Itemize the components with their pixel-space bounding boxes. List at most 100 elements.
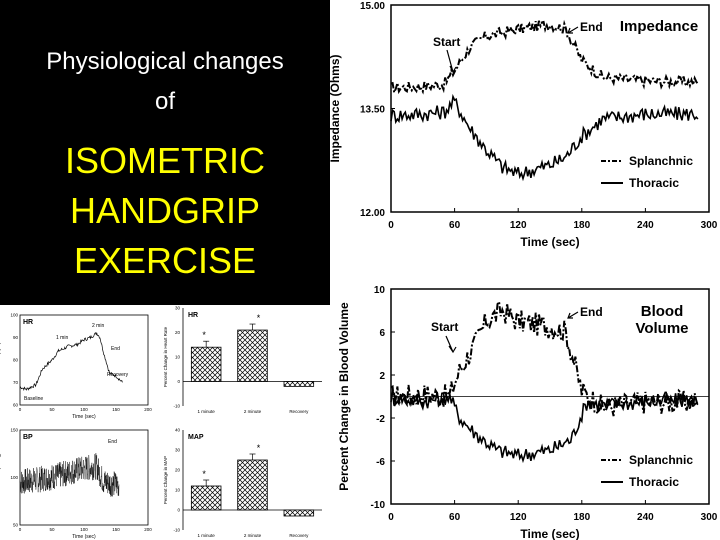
significance-marker: * xyxy=(257,443,261,453)
small-x-tick-label: 50 xyxy=(49,527,55,532)
small-annotation: Recovery xyxy=(107,372,129,378)
x-tick-label: 300 xyxy=(701,512,718,523)
small-chart-title: BP xyxy=(23,434,33,441)
annotation-end: End xyxy=(580,305,603,319)
bar-category-label: 2 minute xyxy=(244,533,262,538)
small-x-tick-label: 100 xyxy=(80,407,88,412)
small-x-tick-label: 0 xyxy=(19,527,22,532)
small-x-tick-label: 200 xyxy=(144,527,152,532)
small-x-tick-label: 0 xyxy=(19,407,22,412)
bar xyxy=(283,509,315,517)
small-x-tick-label: 150 xyxy=(112,407,120,412)
bar-y-tick-label: 0 xyxy=(177,379,180,384)
bar xyxy=(190,346,222,382)
slide-title-line-1: Physiological changes xyxy=(46,48,284,75)
bar-y-tick-label: 20 xyxy=(175,468,181,473)
x-tick-label: 0 xyxy=(388,512,394,523)
bar-y-tick-label: -10 xyxy=(173,528,180,533)
small-y-tick-label: 90 xyxy=(13,335,19,340)
small-series-line xyxy=(19,453,120,497)
bar xyxy=(237,329,268,382)
x-tick-label: 0 xyxy=(388,220,394,231)
small-annotation: Baseline xyxy=(24,396,43,402)
x-axis-label: Time (sec) xyxy=(520,527,579,540)
heart-rate-chart: 0 50 100 150 200 100 90 80 70 60 Time (sec) Heart R… xyxy=(0,313,152,421)
small-x-tick-label: 200 xyxy=(144,407,152,412)
significance-marker: * xyxy=(202,330,206,340)
blood-volume-chart: 0 60 120 180 240 300 10 6 2 -2 -6 -10 Time (sec) Perc… xyxy=(337,285,718,540)
legend-label: Thoracic xyxy=(629,176,679,190)
bar-y-tick-label: 30 xyxy=(175,448,181,453)
x-tick-label: 120 xyxy=(510,220,527,231)
x-tick-label: 60 xyxy=(449,220,461,231)
small-y-axis-label: Blood Pressure (mmHg) xyxy=(0,453,1,502)
heart-rate-bar-chart: 30 20 10 0 -10 Percent Change in Heart Rate HR… xyxy=(163,306,322,414)
x-tick-label: 240 xyxy=(637,220,654,231)
map-bar-chart: 40 30 20 10 0 -10 Percent Change in MAP MAP 1 mi… xyxy=(163,428,322,538)
annotation-start: Start xyxy=(433,35,460,49)
small-annotation: 1 min xyxy=(56,335,68,341)
chart-title-line: Blood xyxy=(641,303,684,320)
small-y-tick-label: 70 xyxy=(13,380,19,385)
small-y-axis-label: Heart Rate (bpm) xyxy=(0,342,1,377)
small-y-tick-label: 100 xyxy=(10,313,18,318)
annotation-end-arrow xyxy=(567,26,579,34)
bar-y-tick-label: 40 xyxy=(175,428,181,433)
x-tick-label: 60 xyxy=(449,512,461,523)
x-tick-label: 300 xyxy=(701,220,718,231)
slide-title-line-3: ISOMETRIC xyxy=(64,140,265,181)
x-tick-label: 180 xyxy=(573,220,590,231)
small-y-tick-label: 100 xyxy=(10,475,18,480)
bar-chart-title: MAP xyxy=(188,434,204,441)
slide-title-line-2: of xyxy=(154,88,175,115)
series-line-thoracic xyxy=(390,93,699,182)
x-axis-label: Time (sec) xyxy=(520,235,579,249)
slide-title-line-5: EXERCISE xyxy=(73,240,257,281)
bar-y-axis-label: Percent Change in MAP xyxy=(163,456,168,504)
legend-label: Splanchnic xyxy=(629,154,693,168)
series-line-thoracic xyxy=(390,390,699,464)
bar-category-label: Recovery xyxy=(289,409,309,414)
x-tick-label: 180 xyxy=(573,512,590,523)
small-plot-frame xyxy=(19,429,149,526)
y-axis-label: Impedance (Ohms) xyxy=(328,54,342,162)
bar xyxy=(237,459,268,511)
bar-category-label: 1 minute xyxy=(198,533,216,538)
bar-y-tick-label: -10 xyxy=(173,404,180,409)
bar-chart-title: HR xyxy=(188,312,198,319)
small-x-axis-label: Time (sec) xyxy=(72,534,96,540)
bar-y-tick-label: 10 xyxy=(175,355,181,360)
annotation-start-arrow xyxy=(445,335,457,354)
bar-y-axis-label: Percent Change in Heart Rate xyxy=(163,326,168,387)
bar-category-label: 2 minute xyxy=(244,409,262,414)
y-axis-label: Percent Change in Blood Volume xyxy=(337,302,351,491)
y-tick-label: 10 xyxy=(374,285,386,296)
small-x-tick-label: 50 xyxy=(49,407,55,412)
legend-label: Splanchnic xyxy=(629,453,693,467)
bar-y-tick-label: 20 xyxy=(175,330,181,335)
y-tick-label: 12.00 xyxy=(360,208,385,219)
legend-label: Thoracic xyxy=(629,475,679,489)
small-y-tick-label: 50 xyxy=(13,523,19,528)
x-tick-label: 120 xyxy=(510,512,527,523)
bar-category-label: Recovery xyxy=(289,533,309,538)
bar-category-label: 1 minute xyxy=(198,409,216,414)
chart-title: Impedance xyxy=(620,18,698,35)
bar xyxy=(283,381,315,387)
small-chart-title: HR xyxy=(23,319,33,326)
small-annotation: 2 min xyxy=(92,323,104,329)
bar xyxy=(190,485,222,511)
y-tick-label: 2 xyxy=(379,371,385,382)
small-series-line xyxy=(20,331,123,391)
y-tick-label: -6 xyxy=(376,457,385,468)
x-tick-label: 240 xyxy=(637,512,654,523)
slide-title-box: Physiological changes of ISOMETRIC HANDG… xyxy=(0,0,330,305)
small-x-tick-label: 100 xyxy=(80,527,88,532)
small-y-tick-label: 60 xyxy=(13,403,19,408)
y-tick-label: -10 xyxy=(371,500,386,511)
series-line-splanchnic xyxy=(390,19,699,96)
y-tick-label: 6 xyxy=(379,328,385,339)
bar-y-tick-label: 30 xyxy=(175,306,181,311)
